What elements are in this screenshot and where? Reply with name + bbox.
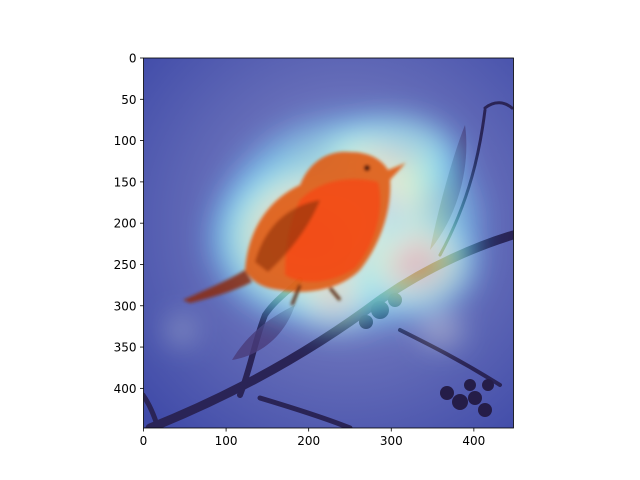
y-tick-label: 150 [114,175,137,189]
x-tick-label: 200 [297,434,320,448]
y-tick-label: 250 [114,258,137,272]
x-tick-label: 0 [140,434,148,448]
x-axis: 0 100 200 300 400 [140,428,485,448]
bird-tail [183,270,252,303]
heat-region [165,315,196,346]
y-axis: 0 50 100 150 200 250 300 350 400 [114,52,144,396]
heat-region [349,210,483,319]
y-tick-label: 50 [121,93,136,107]
x-tick-label: 400 [462,434,485,448]
plot-area [143,58,514,428]
bird [183,151,406,306]
y-tick-label: 400 [114,382,137,396]
bird-eye [364,165,370,171]
y-tick-label: 0 [129,52,137,66]
bird-legs [290,284,342,306]
y-tick-label: 100 [114,134,137,148]
y-tick-label: 350 [114,341,137,355]
bird-wing [255,200,320,272]
axes-frame [143,57,514,429]
y-tick-label: 300 [114,299,137,313]
y-tick-label: 200 [114,217,137,231]
x-tick-label: 100 [215,434,238,448]
heat-region [416,312,466,349]
x-tick-label: 300 [380,434,403,448]
